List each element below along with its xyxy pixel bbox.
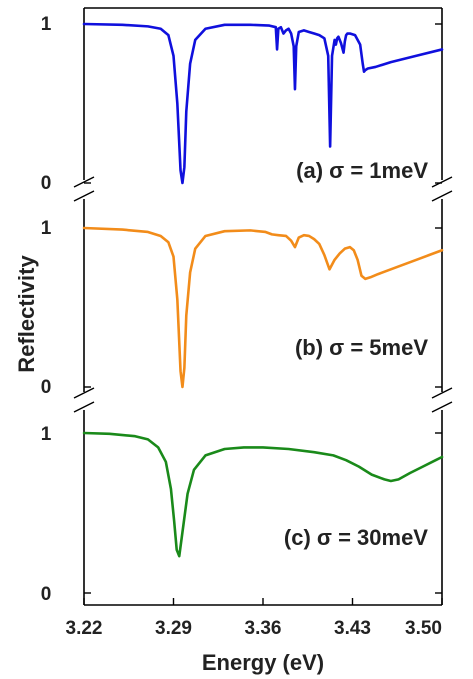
axis-break-mark <box>73 401 95 413</box>
axis-frame <box>73 7 453 606</box>
axis-break-mark <box>73 387 95 399</box>
y-tick-label-panel-b-one: 1 <box>41 218 52 239</box>
y-tick-labels: 1 0 1 0 1 0 <box>41 14 52 605</box>
y-tick-label-panel-c-one: 1 <box>41 424 52 445</box>
reflectivity-curve-panel-c <box>82 431 444 558</box>
axis-break-mark <box>431 190 453 202</box>
y-axis-title: Reflectivity <box>14 255 39 373</box>
x-tick-label: 3.22 <box>66 618 103 639</box>
reflectivity-curve-panel-a <box>82 22 444 185</box>
panel-label-a: (a) σ = 1meV <box>296 158 428 183</box>
axis-break-mark <box>73 176 95 188</box>
reflectivity-curve-panel-b <box>82 226 444 389</box>
x-tick-label: 3.50 <box>405 618 442 639</box>
ticks-group <box>83 23 443 605</box>
panel-label-b: (b) σ = 5meV <box>295 335 428 360</box>
x-tick-label: 3.36 <box>245 618 282 639</box>
y-tick-label-panel-a-one: 1 <box>41 14 52 35</box>
axis-break-mark <box>73 190 95 202</box>
y-tick-label-panel-a-zero: 0 <box>41 173 52 194</box>
x-tick-label: 3.43 <box>334 618 371 639</box>
y-tick-label-panel-b-zero: 0 <box>41 377 52 398</box>
series-group <box>82 22 444 558</box>
axis-break-mark <box>431 387 453 399</box>
x-tick-label: 3.29 <box>155 618 192 639</box>
x-tick-labels: 3.22 3.29 3.36 3.43 3.50 <box>66 618 442 639</box>
x-axis-title: Energy (eV) <box>202 650 324 675</box>
panel-label-c: (c) σ = 30meV <box>284 525 428 550</box>
axis-break-mark <box>431 401 453 413</box>
axis-break-mark <box>431 176 453 188</box>
y-tick-label-panel-c-zero: 0 <box>41 584 52 605</box>
